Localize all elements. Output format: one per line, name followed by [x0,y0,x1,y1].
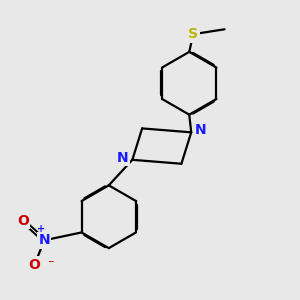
Text: +: + [37,224,45,234]
Text: N: N [38,233,50,247]
Text: N: N [195,123,207,137]
Text: O: O [28,258,40,272]
Text: N: N [117,151,128,165]
Text: O: O [17,214,28,228]
Text: ⁻: ⁻ [47,258,54,271]
Text: S: S [188,27,198,41]
